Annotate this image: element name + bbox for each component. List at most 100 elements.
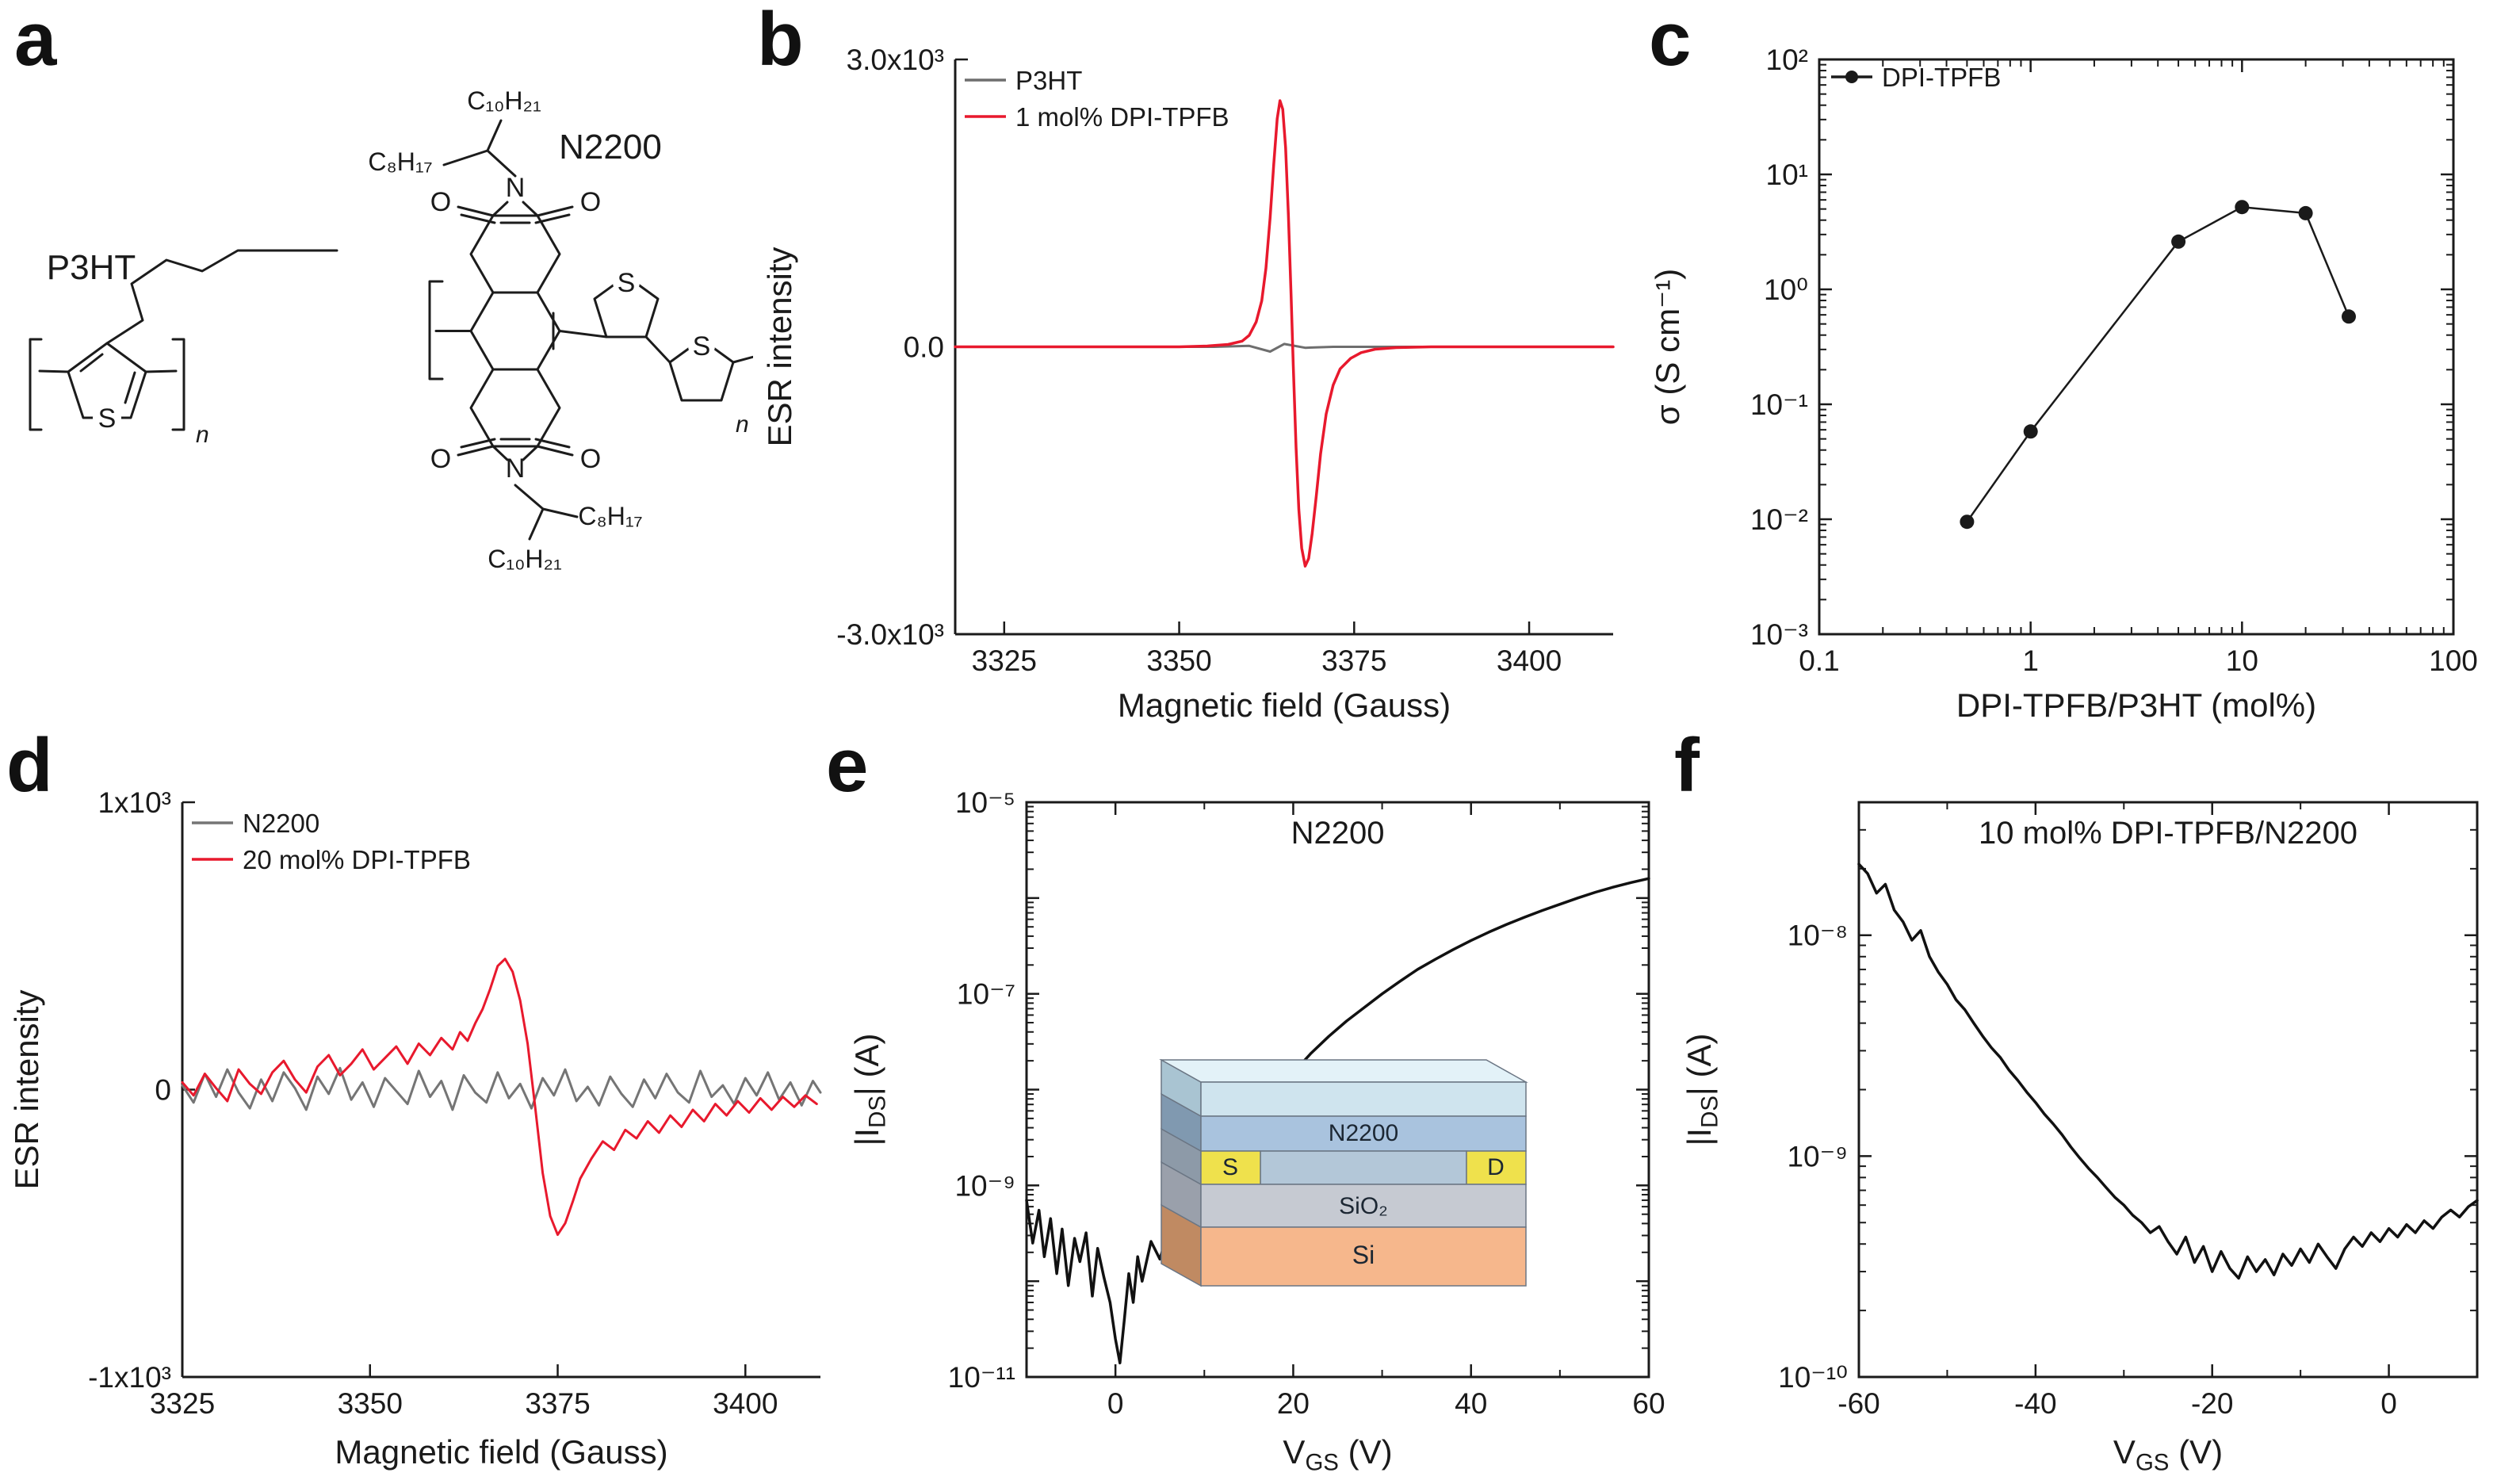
n2200-oxygen-bl: O (430, 444, 451, 474)
panel-label-e: e (826, 723, 869, 808)
svg-text:P3HT: P3HT (1015, 66, 1082, 95)
p3ht-sulfur-label: S (98, 404, 117, 434)
svg-text:3400: 3400 (713, 1387, 778, 1420)
source-electrode (1200, 1150, 1261, 1185)
inset-source-label: S (1222, 1154, 1238, 1180)
panel-label-d: d (6, 723, 53, 808)
svg-text:10¹: 10¹ (1766, 159, 1808, 191)
n2200-chain-c8-top: C₈H₁₇ (368, 147, 432, 176)
svg-text:10⁻¹¹: 10⁻¹¹ (948, 1361, 1015, 1394)
n2200-oxygen-br: O (580, 444, 601, 474)
n2200-oxygen-tr: O (580, 187, 601, 217)
svg-text:10⁻⁹: 10⁻⁹ (954, 1169, 1015, 1202)
esr-chart-n2200: 3325 3350 3375 3400 1x10³ 0 -1x10³ N2200 20 mol%… (8, 786, 822, 1471)
panel-label-b: b (757, 0, 804, 82)
svg-text:N2200: N2200 (243, 809, 319, 838)
panel-label-a: a (14, 0, 57, 82)
svg-text:3350: 3350 (338, 1387, 403, 1420)
svg-text:40: 40 (1455, 1387, 1487, 1420)
svg-text:100: 100 (2429, 644, 2478, 677)
n2200-nitrogen-top: N (506, 173, 526, 203)
svg-text:ESR intensity: ESR intensity (761, 247, 798, 446)
svg-text:3325: 3325 (972, 644, 1037, 677)
svg-text:20 mol% DPI-TPFB: 20 mol% DPI-TPFB (243, 845, 471, 874)
svg-text:10 mol% DPI-TPFB/N2200: 10 mol% DPI-TPFB/N2200 (1979, 816, 2357, 851)
svg-text:0: 0 (1107, 1387, 1124, 1420)
svg-text:-20: -20 (2191, 1387, 2233, 1420)
n2200-chain-c10-bottom: C₁₀H₂₁ (488, 545, 562, 573)
n2200-layer (1200, 1115, 1527, 1152)
svg-text:0.0: 0.0 (904, 331, 944, 364)
inset-si-label: Si (1352, 1241, 1375, 1269)
svg-text:1 mol% DPI-TPFB: 1 mol% DPI-TPFB (1015, 102, 1229, 132)
inset-drain-label: D (1487, 1154, 1505, 1180)
panel-label-f: f (1674, 723, 1700, 808)
svg-text:-40: -40 (2014, 1387, 2056, 1420)
svg-text:1x10³: 1x10³ (98, 786, 171, 819)
n2200-thiophene2-s: S (693, 331, 711, 361)
channel-region (1260, 1150, 1467, 1185)
conductivity-chart: 0.1 1 10 100 10² 10¹ 10⁰ 10⁻¹ 10⁻² 10⁻³ DPI-TPFB DP… (1649, 44, 2478, 724)
p3ht-name: P3HT (47, 248, 136, 287)
device-schematic-inset: N2200 S D SiO₂ Si (1159, 1058, 1528, 1287)
svg-text:10: 10 (2226, 644, 2258, 677)
svg-text:|IDS| (A): |IDS| (A) (848, 1033, 890, 1146)
svg-text:3375: 3375 (525, 1387, 590, 1420)
glass-layer (1200, 1081, 1527, 1117)
p3ht-repeat-n: n (196, 422, 209, 448)
glass-top-face (1159, 1059, 1528, 1083)
n2200-chain-c10-top: C₁₀H₂₁ (467, 86, 541, 115)
svg-text:10⁻²: 10⁻² (1750, 503, 1808, 536)
panel-label-c: c (1649, 0, 1692, 82)
svg-text:3.0x10³: 3.0x10³ (847, 44, 944, 76)
n2200-name: N2200 (559, 128, 662, 166)
svg-text:Magnetic field (Gauss): Magnetic field (Gauss) (335, 1433, 667, 1471)
svg-text:0: 0 (2380, 1387, 2397, 1420)
svg-text:1: 1 (2022, 644, 2039, 677)
svg-text:20: 20 (1277, 1387, 1310, 1420)
svg-text:DPI-TPFB: DPI-TPFB (1882, 63, 2001, 92)
svg-text:VGS (V): VGS (V) (2113, 1433, 2223, 1475)
svg-text:0: 0 (155, 1074, 171, 1107)
svg-text:Magnetic field (Gauss): Magnetic field (Gauss) (1118, 687, 1451, 724)
svg-text:ESR intensity: ESR intensity (8, 989, 45, 1189)
n2200-thiophene1-s: S (618, 268, 636, 298)
n2200-structure: N2200 C₁₀H₂₁ C₈H₁₇ N O O (368, 86, 753, 573)
n2200-oxygen-tl: O (430, 187, 451, 217)
inset-n2200-label: N2200 (1329, 1120, 1398, 1146)
svg-text:0.1: 0.1 (1799, 644, 1839, 677)
svg-text:10⁰: 10⁰ (1764, 273, 1808, 306)
svg-text:VGS (V): VGS (V) (1283, 1433, 1392, 1475)
svg-text:10⁻¹⁰: 10⁻¹⁰ (1778, 1361, 1848, 1394)
sio2-layer (1200, 1184, 1527, 1228)
svg-text:3325: 3325 (150, 1387, 215, 1420)
svg-text:N2200: N2200 (1291, 816, 1385, 851)
n2200-nitrogen-bottom: N (506, 453, 526, 484)
n2200-chain-c8-bottom: C₈H₁₇ (578, 502, 642, 530)
svg-text:10²: 10² (1766, 44, 1808, 76)
svg-text:10⁻⁹: 10⁻⁹ (1787, 1140, 1848, 1172)
svg-text:3400: 3400 (1497, 644, 1562, 677)
svg-text:10⁻⁸: 10⁻⁸ (1788, 920, 1848, 952)
svg-text:DPI-TPFB/P3HT (mol%): DPI-TPFB/P3HT (mol%) (1956, 687, 2316, 724)
svg-text:10⁻¹: 10⁻¹ (1750, 388, 1808, 421)
svg-text:10⁻³: 10⁻³ (1750, 618, 1808, 651)
svg-text:σ (S cm⁻¹): σ (S cm⁻¹) (1649, 269, 1686, 425)
svg-text:-1x10³: -1x10³ (88, 1361, 171, 1394)
svg-text:-60: -60 (1837, 1387, 1879, 1420)
molecule-panel: P3HT S n N2200 C₁₀H₂₁ C₈H₁₇ N (29, 86, 753, 573)
svg-text:10⁻⁷: 10⁻⁷ (957, 978, 1015, 1011)
svg-text:-3.0x10³: -3.0x10³ (836, 618, 944, 651)
svg-text:3350: 3350 (1146, 644, 1211, 677)
p3ht-structure: P3HT S n (29, 248, 338, 448)
n2200-repeat-n: n (736, 411, 749, 438)
svg-text:60: 60 (1632, 1387, 1665, 1420)
transfer-chart-n2200: 0 20 40 60 10⁻⁵ 10⁻⁷ 10⁻⁹ 10⁻¹¹ VGS (V) |IDS| (A)… (848, 786, 1665, 1475)
esr-chart-p3ht: 3325 3350 3375 3400 3.0x10³ 0.0 -3.0x10³ P3HT 1 … (761, 44, 1615, 724)
inset-sio2-label: SiO₂ (1339, 1193, 1388, 1219)
svg-text:|IDS| (A): |IDS| (A) (1681, 1033, 1723, 1146)
transfer-chart-doped: -60 -40 -20 0 10⁻⁸ 10⁻⁹ 10⁻¹⁰ VGS (V) |IDS| (A) 1… (1681, 801, 2479, 1475)
svg-text:10⁻⁵: 10⁻⁵ (955, 786, 1015, 819)
svg-text:3375: 3375 (1321, 644, 1386, 677)
